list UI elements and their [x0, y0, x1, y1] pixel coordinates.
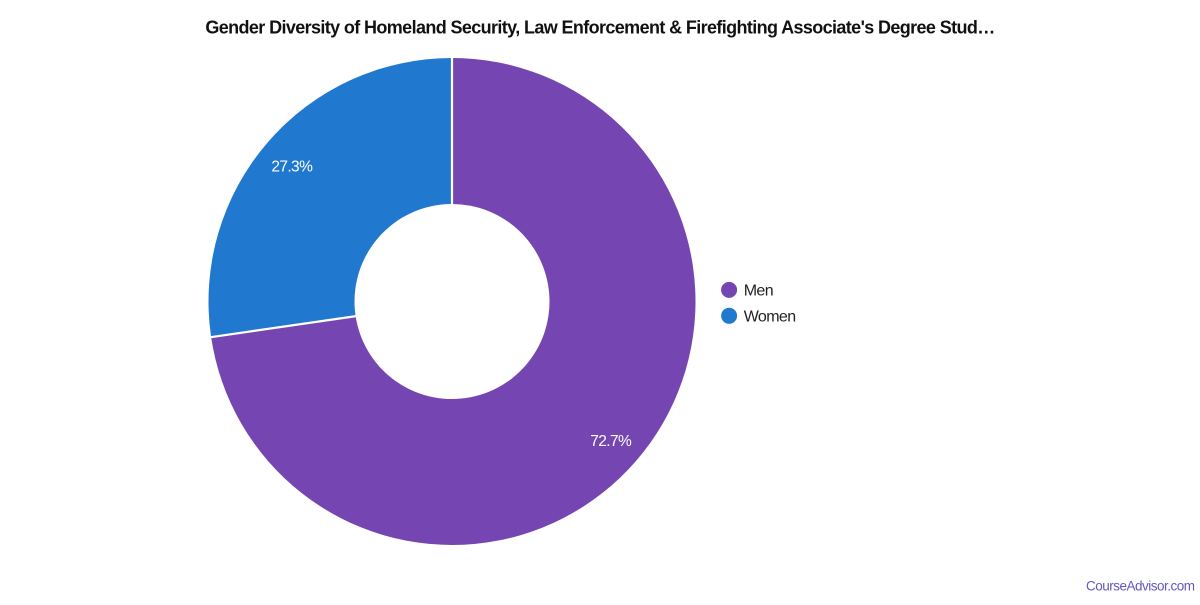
svg-text:Gender Diversity of Homeland S: Gender Diversity of Homeland Security, L…	[205, 18, 994, 38]
svg-text:27.3%: 27.3%	[271, 158, 313, 175]
svg-text:Men: Men	[744, 283, 773, 300]
svg-text:Women: Women	[744, 309, 796, 326]
svg-text:CourseAdvisor.com: CourseAdvisor.com	[1086, 579, 1195, 594]
svg-text:72.7%: 72.7%	[590, 433, 632, 450]
